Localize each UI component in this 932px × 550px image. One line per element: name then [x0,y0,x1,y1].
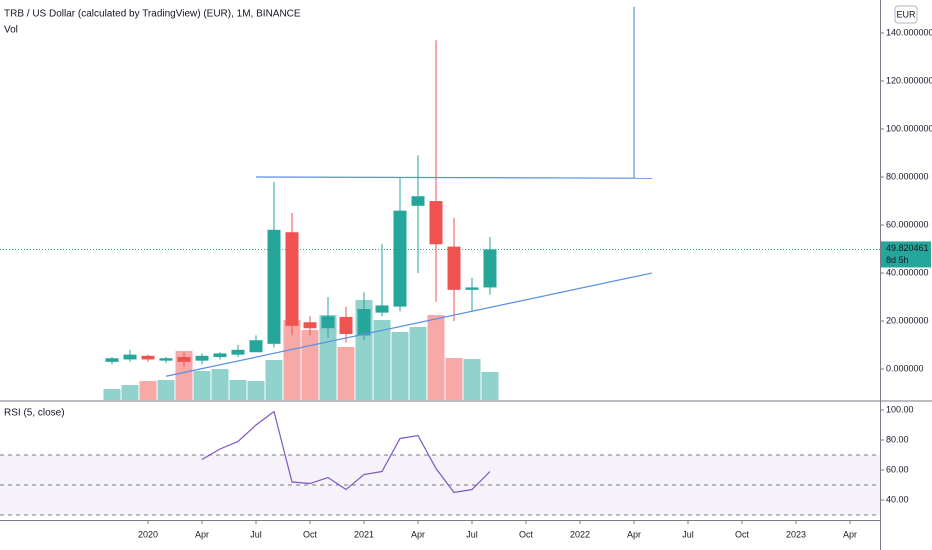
rsi-tick-label: 40.00 [886,494,909,504]
price-tick-label: 20.000000 [886,315,929,325]
candle-body [249,340,263,353]
rsi-line [201,410,491,494]
candle-body [465,287,479,290]
time-tick-label: Oct [735,529,750,539]
candle-body [231,349,245,355]
volume-bar [391,332,409,400]
price-tick-label: 100.000000 [886,123,932,133]
volume-bar [139,381,157,400]
time-tick-label: 2020 [138,529,158,539]
time-tick-label: Oct [303,529,318,539]
candle-body [285,232,299,326]
volume-bar [463,359,481,400]
chart-title: TRB / US Dollar (calculated by TradingVi… [4,9,301,20]
time-tick-label: 2023 [786,529,806,539]
volume-label: Vol [4,25,18,36]
price-tick-label: 80.000000 [886,171,929,181]
time-tick-label: Oct [519,529,534,539]
volume-bar [247,381,265,400]
time-tick-label: 2022 [570,529,590,539]
candle-body [375,305,389,313]
volume-bar [229,380,247,400]
candle-body [159,358,173,361]
volume-bar [121,385,139,400]
currency-button[interactable] [894,5,918,24]
rsi-title: RSI (5, close) [4,408,65,419]
candle-body [357,309,371,336]
volume-bar [103,389,121,400]
rsi-tick-label: 60.00 [886,464,909,474]
volume-bar [319,315,337,400]
volume-bar [283,320,301,400]
candle-body [141,355,155,360]
candle-body [321,316,335,329]
volume-bar [445,358,463,400]
price-tick-label: 60.000000 [886,219,929,229]
currency-label[interactable]: EUR [896,9,916,19]
trend-line [255,176,653,179]
candle-body [447,246,461,290]
volume-bar [427,315,445,400]
time-tick-label: Apr [627,529,641,539]
candle-body [267,229,281,344]
volume-bar [337,347,355,400]
rsi-tick-label: 100.00 [886,404,914,414]
time-tick-label: Jul [682,529,694,539]
volume-bar [265,360,283,400]
time-tick-label: Jul [466,529,478,539]
rsi-tick-label: 80.00 [886,434,909,444]
countdown-label: 8d 5h [886,255,909,265]
candle-body [105,358,119,362]
candle-body [195,355,209,361]
volume-bar [481,372,499,400]
candle-body [393,210,407,307]
candle-body [483,249,497,288]
time-tick-label: Apr [195,529,209,539]
trend-line [165,272,653,377]
candle-body [429,201,443,245]
volume-bar [157,380,175,400]
volume-bar [175,351,193,400]
candle-body [213,353,227,358]
price-tick-label: 40.000000 [886,267,929,277]
candle-body [303,322,317,329]
last-price-box [881,241,931,268]
volume-bar [193,371,211,400]
price-tick-label: 0.000000 [886,363,924,373]
volume-bar [301,330,319,400]
price-tick-label: 140.000000 [886,27,932,37]
price-tick-label: 120.000000 [886,75,932,85]
last-price-label: 49.820461 [886,243,929,253]
volume-bar [409,327,427,400]
time-tick-label: Jul [250,529,262,539]
candle-body [339,316,353,334]
time-tick-label: Apr [411,529,425,539]
volume-bar [211,369,229,400]
candle-body [123,354,137,360]
time-tick-label: 2021 [354,529,374,539]
volume-bar [373,320,391,400]
candle-body [411,196,425,206]
candle-body [177,357,191,362]
time-tick-label: Apr [843,529,857,539]
